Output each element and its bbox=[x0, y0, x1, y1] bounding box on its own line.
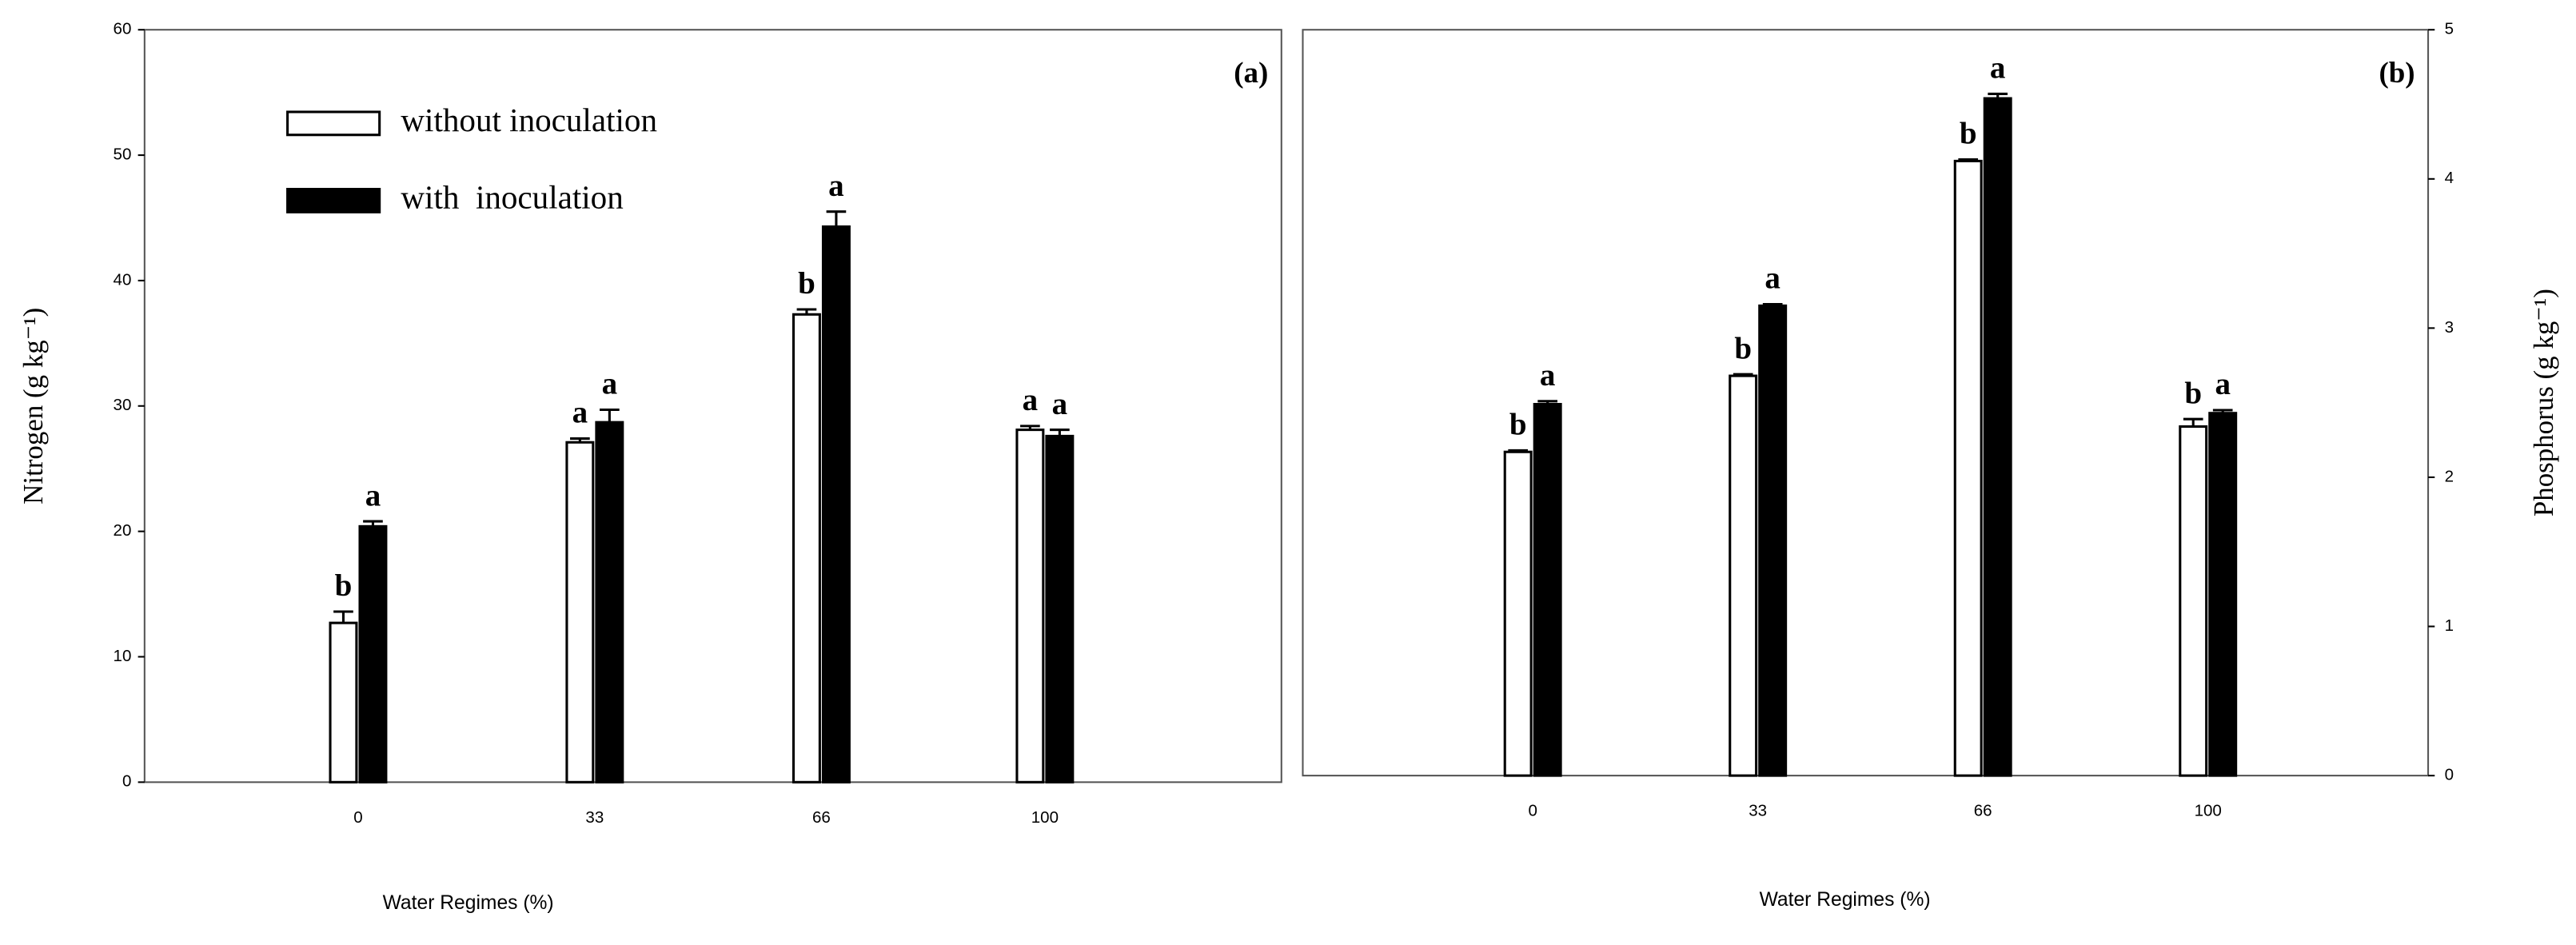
y-axis-label: Phosphorus (g kg⁻¹) bbox=[2528, 289, 2559, 516]
significance-letter: b bbox=[1734, 331, 1752, 365]
significance-letter: b bbox=[2184, 376, 2202, 410]
y-tick-label: 40 bbox=[114, 270, 132, 289]
significance-letter: b bbox=[335, 568, 353, 603]
y-axis-label: Nitrogen (g kg⁻¹) bbox=[18, 308, 49, 504]
plot-frame bbox=[143, 29, 1282, 784]
x-tick-label: 66 bbox=[812, 808, 831, 827]
plot-frame bbox=[1302, 29, 2430, 777]
bar bbox=[821, 225, 851, 784]
legend-label: without inoculation bbox=[401, 102, 657, 138]
bar bbox=[1533, 402, 1562, 777]
y-tick-label: 0 bbox=[122, 772, 131, 791]
bar bbox=[1758, 304, 1788, 777]
y-tick-label: 1 bbox=[2445, 616, 2454, 635]
x-tick-label: 33 bbox=[1749, 802, 1767, 820]
x-tick-label: 33 bbox=[585, 808, 604, 827]
x-tick-label: 0 bbox=[353, 808, 362, 827]
bar bbox=[1015, 429, 1045, 784]
x-tick-label: 100 bbox=[1031, 808, 1059, 827]
significance-letter: a bbox=[602, 367, 618, 401]
significance-letter: a bbox=[572, 396, 588, 430]
bar bbox=[1045, 434, 1075, 784]
panel-label: (b) bbox=[2379, 56, 2415, 90]
bar bbox=[1729, 374, 1758, 777]
significance-letter: a bbox=[1052, 387, 1068, 421]
significance-letter: a bbox=[828, 169, 844, 203]
x-axis-label: Water Regimes (%) bbox=[383, 892, 554, 914]
y-tick-label: 4 bbox=[2445, 169, 2454, 187]
significance-letter: a bbox=[365, 478, 381, 512]
bar bbox=[358, 524, 388, 784]
x-axis-label: Water Regimes (%) bbox=[1760, 889, 1931, 911]
significance-letter: a bbox=[1990, 51, 2006, 86]
bar bbox=[2208, 412, 2238, 777]
bar bbox=[792, 313, 821, 784]
y-tick-label: 20 bbox=[114, 521, 132, 540]
legend-label: with inoculation bbox=[401, 178, 623, 215]
bar bbox=[1983, 97, 2012, 777]
bar bbox=[595, 421, 624, 784]
x-tick-label: 0 bbox=[1528, 802, 1537, 820]
bar bbox=[1503, 450, 1533, 777]
y-tick-label: 2 bbox=[2445, 467, 2454, 485]
x-tick-label: 100 bbox=[2195, 802, 2222, 820]
bar bbox=[1953, 159, 1983, 777]
significance-letter: a bbox=[2215, 367, 2231, 401]
y-tick-label: 30 bbox=[114, 396, 132, 414]
y-tick-label: 60 bbox=[114, 20, 132, 38]
bar bbox=[329, 621, 358, 784]
bar bbox=[2179, 425, 2208, 777]
y-tick-label: 3 bbox=[2445, 318, 2454, 337]
significance-letter: b bbox=[798, 266, 815, 301]
panel-label: (a) bbox=[1234, 56, 1268, 90]
y-tick-label: 10 bbox=[114, 647, 132, 665]
significance-letter: a bbox=[1023, 383, 1039, 417]
y-tick-label: 5 bbox=[2445, 20, 2454, 38]
significance-letter: a bbox=[1540, 358, 1556, 393]
significance-letter: b bbox=[1509, 408, 1527, 442]
y-tick-label: 50 bbox=[114, 145, 132, 163]
x-tick-label: 66 bbox=[1974, 802, 1992, 820]
y-tick-label: 0 bbox=[2445, 766, 2454, 784]
bar bbox=[565, 441, 595, 784]
legend-swatch bbox=[286, 110, 381, 137]
significance-letter: b bbox=[1960, 117, 1977, 151]
significance-letter: a bbox=[1765, 261, 1780, 296]
legend-swatch bbox=[286, 187, 381, 213]
